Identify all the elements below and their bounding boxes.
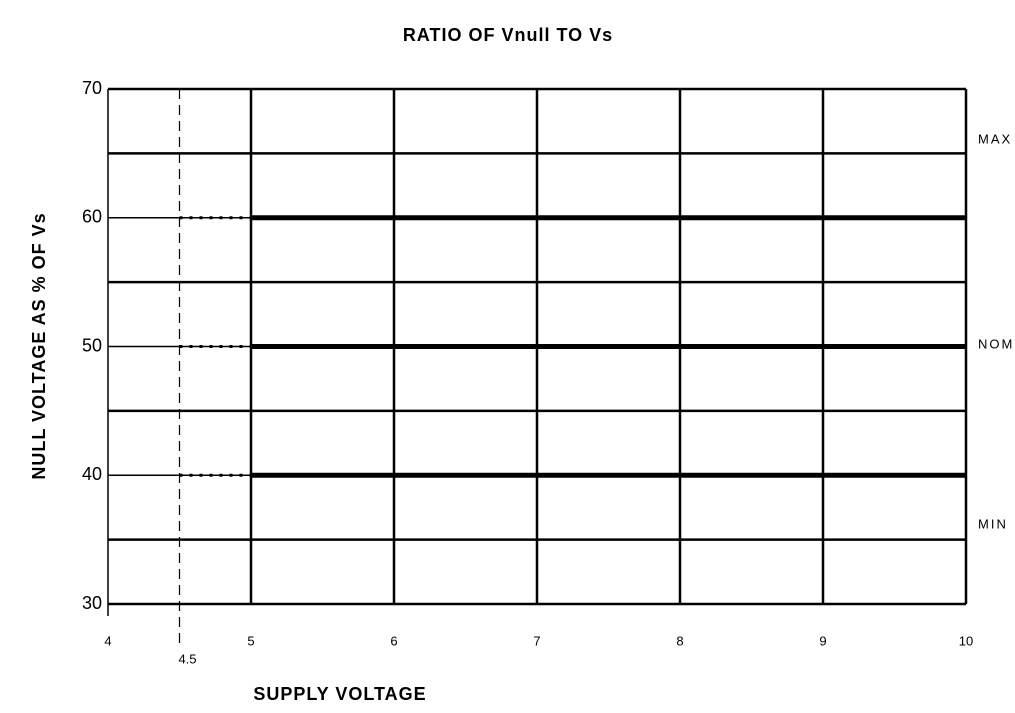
x-tick-label: 9	[819, 633, 826, 648]
y-tick-label: 70	[82, 78, 102, 98]
y-tick-label: 50	[82, 335, 102, 355]
x-axis-label: SUPPLY VOLTAGE	[253, 684, 426, 704]
x-tick-label: 7	[533, 633, 540, 648]
y-tick-label: 40	[82, 464, 102, 484]
x-tick-label: 5	[247, 633, 254, 648]
series-label: MAX	[978, 131, 1012, 146]
y-tick-label: 60	[82, 207, 102, 227]
series-label: NOM	[978, 336, 1014, 351]
x-tick-label: 10	[959, 633, 973, 648]
x-tick-label: 8	[676, 633, 683, 648]
y-axis-label: NULL VOLTAGE AS % OF Vs	[29, 212, 49, 479]
chart-title: RATIO OF Vnull TO Vs	[403, 25, 613, 45]
y-tick-label: 30	[82, 593, 102, 613]
reference-label: 4.5	[178, 651, 196, 666]
series-label: MIN	[978, 516, 1008, 531]
x-tick-label: 6	[390, 633, 397, 648]
x-tick-label: 4	[104, 633, 111, 648]
